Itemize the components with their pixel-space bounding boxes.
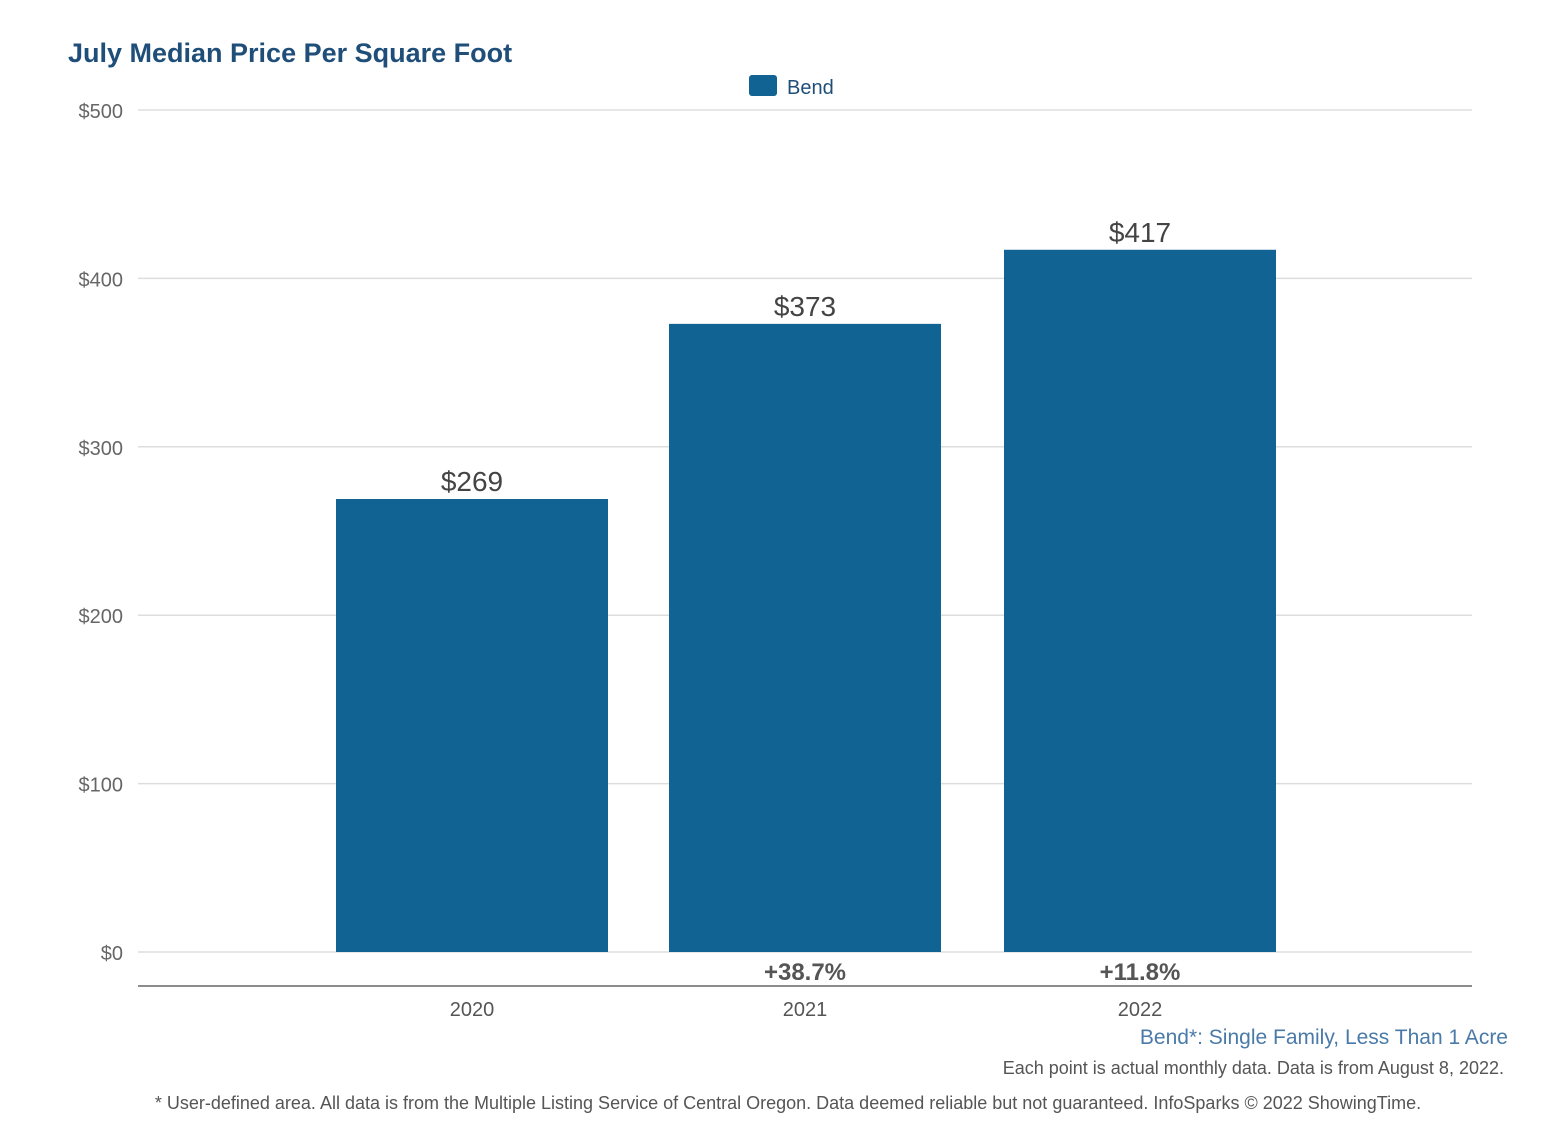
data-date-note: Each point is actual monthly data. Data … — [1003, 1058, 1504, 1078]
y-tick-label: $0 — [101, 943, 123, 965]
y-tick-label: $500 — [79, 101, 124, 123]
legend: Bend — [749, 75, 834, 99]
y-tick-label: $100 — [79, 775, 124, 797]
change-label-2021: +38.7% — [764, 959, 846, 986]
disclaimer-note: * User-defined area. All data is from th… — [155, 1093, 1421, 1113]
x-axis: 2020 2021 2022 — [450, 999, 1163, 1021]
data-label-2022: $417 — [1109, 217, 1171, 248]
bar-2021 — [669, 323, 941, 952]
y-tick-label: $300 — [79, 438, 124, 460]
change-labels: +38.7% +11.8% — [764, 959, 1180, 986]
bar-2022 — [1004, 249, 1276, 953]
data-labels: $269 $373 $417 — [441, 217, 1171, 497]
y-tick-label: $200 — [79, 606, 124, 628]
y-tick-label: $400 — [79, 269, 124, 291]
data-label-2020: $269 — [441, 466, 503, 497]
legend-swatch-bend — [749, 75, 777, 96]
x-tick-label-2020: 2020 — [450, 999, 495, 1021]
x-tick-label-2022: 2022 — [1118, 999, 1163, 1021]
change-label-2022: +11.8% — [1100, 959, 1181, 986]
chart-title: July Median Price Per Square Foot — [68, 38, 512, 68]
data-label-2021: $373 — [774, 291, 836, 322]
x-tick-label-2021: 2021 — [783, 999, 828, 1021]
bar-2020 — [336, 499, 608, 952]
area-note: Bend*: Single Family, Less Than 1 Acre — [1140, 1026, 1508, 1049]
y-axis: $0 $100 $200 $300 $400 $500 — [79, 101, 124, 965]
bars — [336, 249, 1276, 953]
legend-label-bend: Bend — [787, 77, 834, 99]
